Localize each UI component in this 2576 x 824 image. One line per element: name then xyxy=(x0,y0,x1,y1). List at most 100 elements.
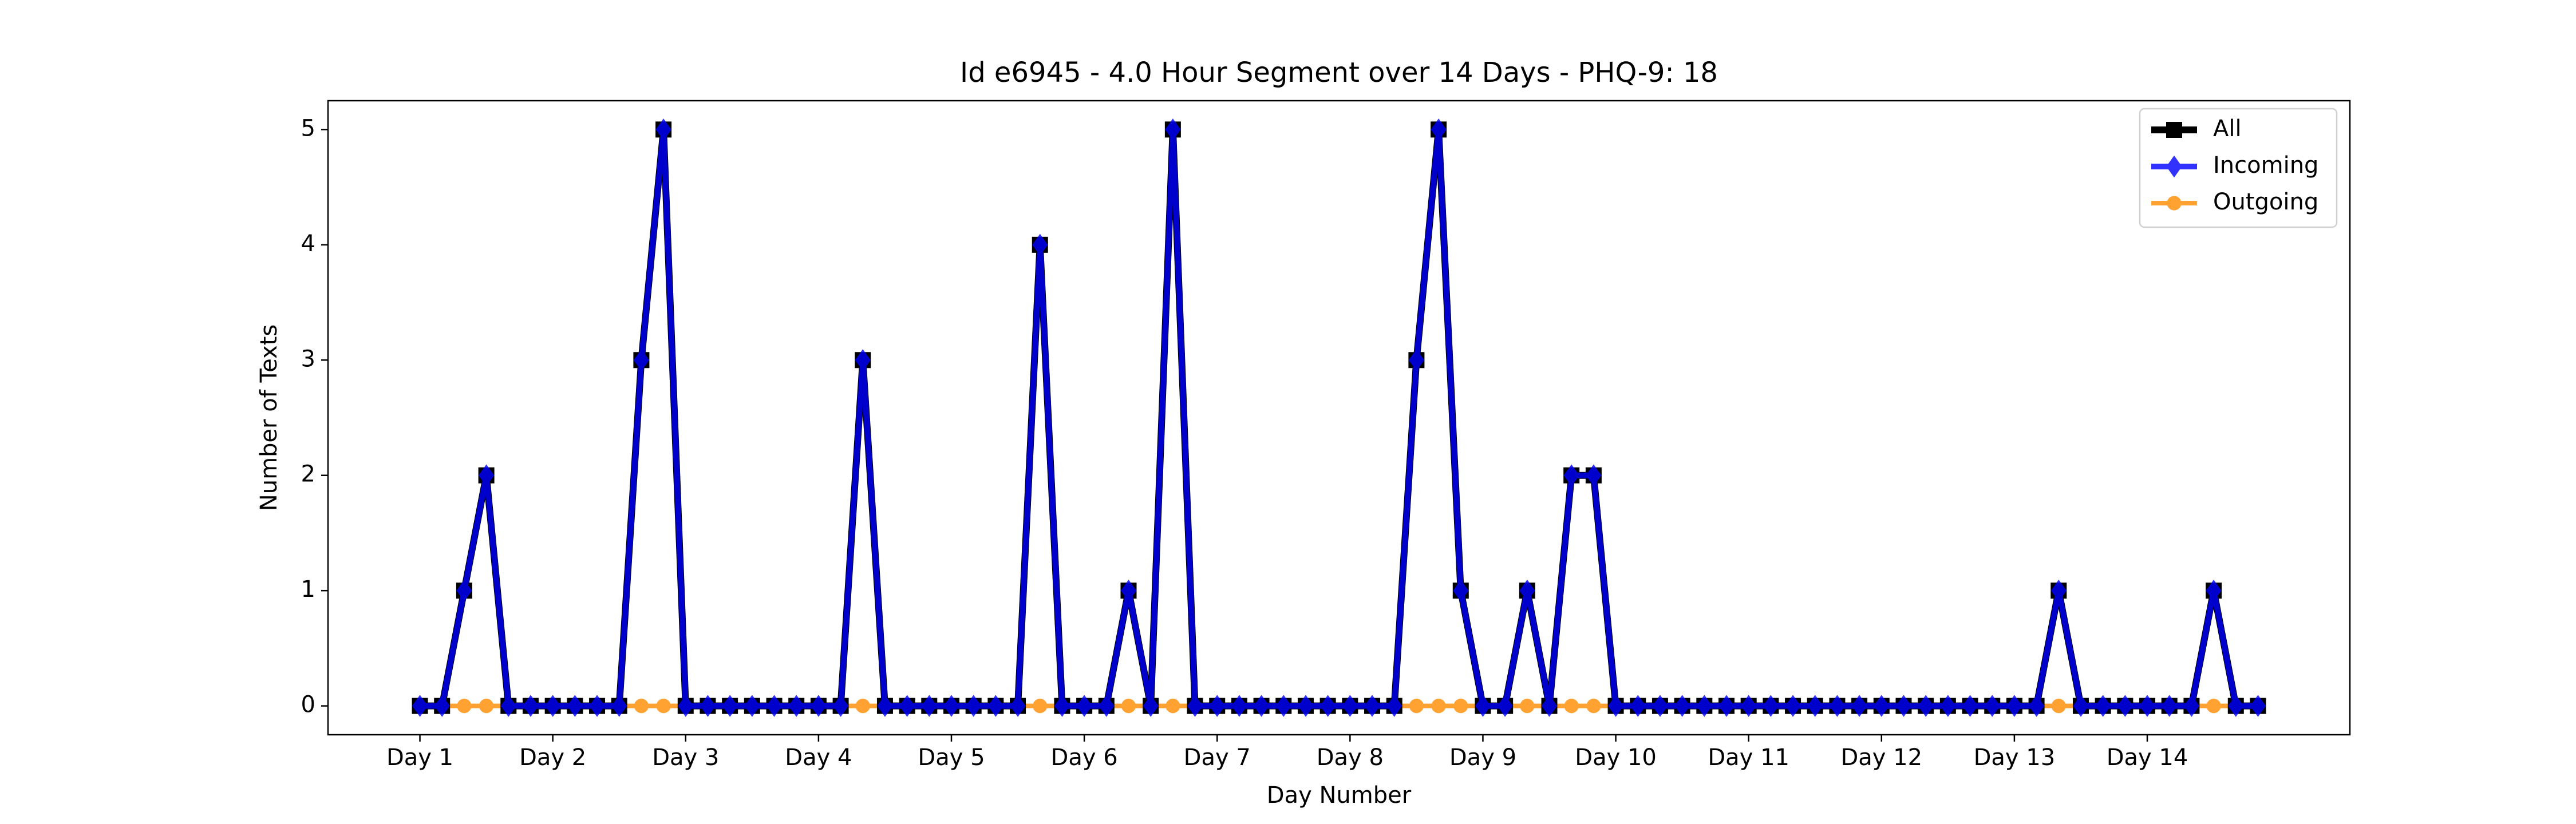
marker xyxy=(1408,349,1424,371)
marker xyxy=(523,695,539,717)
marker xyxy=(1696,695,1712,717)
legend-label: Incoming xyxy=(2213,152,2318,179)
marker xyxy=(1120,579,1137,602)
marker xyxy=(2073,695,2089,717)
marker xyxy=(1940,695,1956,717)
marker xyxy=(1763,695,1779,717)
marker xyxy=(1718,695,1735,717)
marker xyxy=(1519,579,1535,602)
marker xyxy=(1607,695,1624,717)
marker xyxy=(434,695,450,717)
x-tick-label: Day 13 xyxy=(1974,744,2056,771)
marker xyxy=(1497,695,1513,717)
marker xyxy=(832,695,849,717)
x-axis-label: Day Number xyxy=(1267,782,1412,809)
marker xyxy=(2139,695,2155,717)
marker xyxy=(545,695,561,717)
legend-label: All xyxy=(2213,116,2242,142)
marker xyxy=(1143,695,1159,717)
x-tick-label: Day 6 xyxy=(1051,744,1118,771)
marker xyxy=(811,695,827,717)
legend-box xyxy=(2139,108,2338,228)
x-tick-label: Day 7 xyxy=(1184,744,1251,771)
marker xyxy=(1674,695,1690,717)
marker xyxy=(1054,695,1070,717)
marker xyxy=(2166,122,2182,138)
marker xyxy=(2006,695,2022,717)
legend-label: Outgoing xyxy=(2213,189,2318,215)
marker xyxy=(634,699,649,714)
marker xyxy=(2250,695,2266,717)
marker xyxy=(1165,699,1180,714)
x-tick-label: Day 14 xyxy=(2107,744,2188,771)
marker xyxy=(2183,695,2199,717)
marker xyxy=(1895,695,1912,717)
x-tick-label: Day 10 xyxy=(1575,744,1657,771)
plot-frame xyxy=(327,100,2351,736)
marker xyxy=(611,695,627,717)
marker xyxy=(1962,695,1978,717)
y-tick-label: 1 xyxy=(301,576,315,603)
marker xyxy=(1209,695,1225,717)
marker xyxy=(655,118,671,141)
marker xyxy=(1630,695,1646,717)
marker xyxy=(766,695,783,717)
marker xyxy=(2228,695,2244,717)
marker xyxy=(1851,695,1867,717)
marker xyxy=(1187,695,1203,717)
marker xyxy=(2028,695,2045,717)
marker xyxy=(899,695,915,717)
marker xyxy=(589,695,605,717)
marker xyxy=(1586,699,1601,714)
x-tick-label: Day 9 xyxy=(1449,744,1516,771)
marker xyxy=(1275,695,1291,717)
marker xyxy=(412,695,428,717)
marker xyxy=(479,464,495,486)
chart-title: Id e6945 - 4.0 Hour Segment over 14 Days… xyxy=(960,57,1718,89)
x-tick-label: Day 8 xyxy=(1317,744,1384,771)
marker xyxy=(678,695,694,717)
marker xyxy=(1320,695,1336,717)
marker xyxy=(2051,699,2066,714)
y-tick-label: 3 xyxy=(301,346,315,372)
marker xyxy=(456,579,472,602)
marker xyxy=(722,695,738,717)
y-tick-label: 0 xyxy=(301,692,315,718)
marker xyxy=(1364,695,1380,717)
marker xyxy=(1453,699,1468,714)
marker xyxy=(1652,695,1668,717)
marker xyxy=(567,695,583,717)
marker xyxy=(2095,695,2111,717)
marker xyxy=(877,695,893,717)
marker xyxy=(1431,699,1446,714)
x-tick-label: Day 2 xyxy=(519,744,586,771)
legend-entry xyxy=(2151,122,2197,138)
marker xyxy=(1453,579,1469,602)
marker xyxy=(855,699,870,714)
marker xyxy=(2206,699,2221,714)
marker xyxy=(1121,699,1136,714)
y-tick-label: 4 xyxy=(301,231,315,257)
marker xyxy=(1563,464,1579,486)
marker xyxy=(943,695,959,717)
marker xyxy=(1231,695,1247,717)
marker xyxy=(2206,579,2222,602)
marker xyxy=(479,699,494,714)
marker xyxy=(1254,695,1270,717)
x-tick-label: Day 4 xyxy=(785,744,852,771)
marker xyxy=(1874,695,1890,717)
marker xyxy=(1342,695,1358,717)
marker xyxy=(1541,695,1558,717)
marker xyxy=(1010,695,1026,717)
marker xyxy=(700,695,716,717)
marker xyxy=(2166,155,2182,178)
marker xyxy=(1785,695,1801,717)
marker xyxy=(656,699,671,714)
marker xyxy=(2117,695,2133,717)
marker xyxy=(966,695,982,717)
marker xyxy=(1298,695,1314,717)
x-tick-label: Day 12 xyxy=(1840,744,1922,771)
marker xyxy=(1032,233,1048,256)
x-tick-label: Day 11 xyxy=(1708,744,1789,771)
